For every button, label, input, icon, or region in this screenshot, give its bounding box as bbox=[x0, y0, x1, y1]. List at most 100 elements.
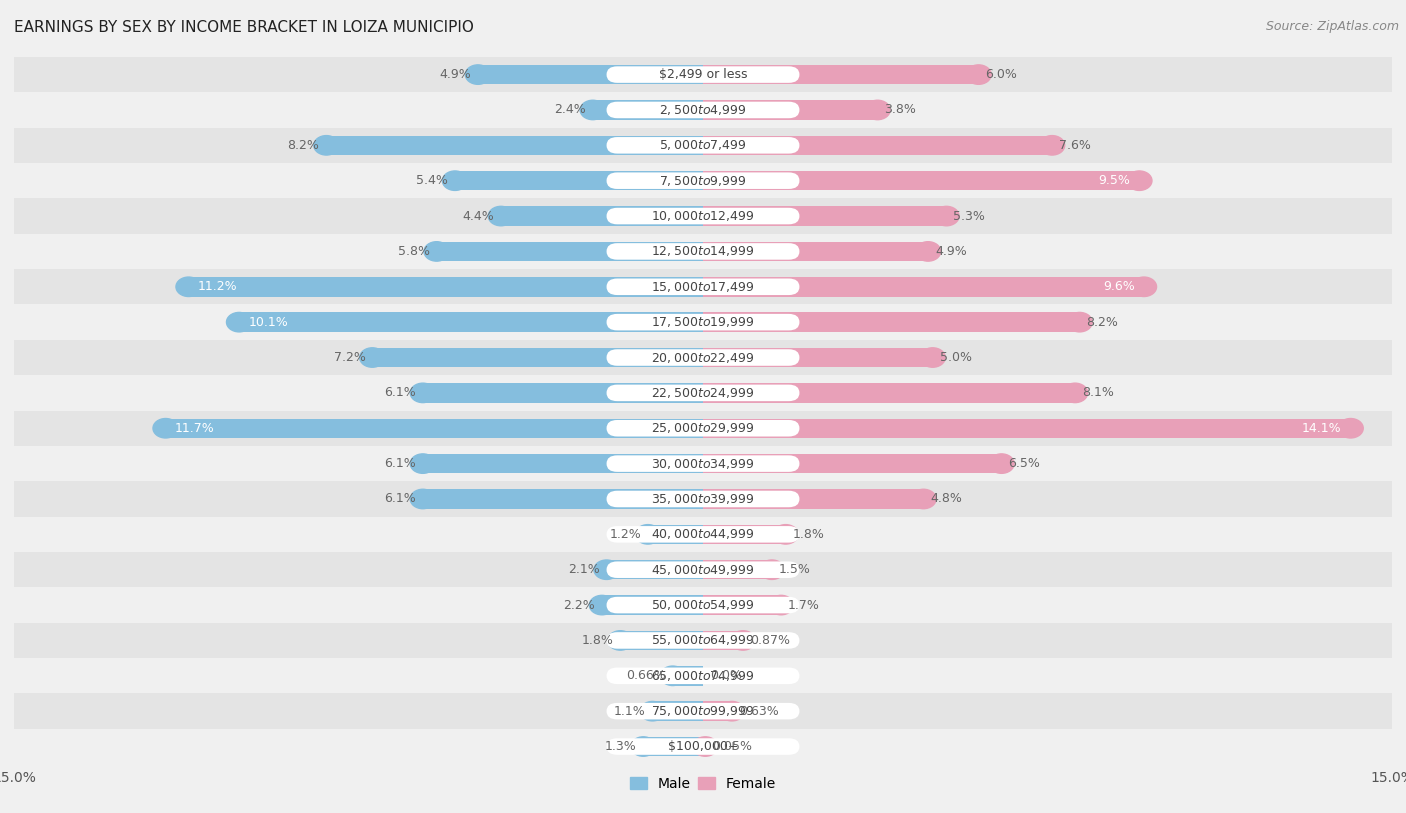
Bar bbox=[703, 737, 706, 756]
Bar bbox=[703, 454, 1001, 473]
Circle shape bbox=[915, 241, 941, 261]
Circle shape bbox=[1132, 277, 1157, 297]
Bar bbox=[188, 277, 703, 297]
Bar bbox=[14, 92, 1392, 128]
Text: 6.1%: 6.1% bbox=[384, 386, 416, 399]
Bar bbox=[326, 136, 703, 155]
FancyBboxPatch shape bbox=[606, 172, 800, 189]
Circle shape bbox=[769, 595, 794, 615]
Text: 14.1%: 14.1% bbox=[1302, 422, 1341, 435]
FancyBboxPatch shape bbox=[606, 597, 800, 613]
Bar bbox=[644, 737, 703, 756]
Text: 1.1%: 1.1% bbox=[614, 705, 645, 718]
Bar bbox=[14, 340, 1392, 375]
Text: 1.2%: 1.2% bbox=[609, 528, 641, 541]
Text: 1.8%: 1.8% bbox=[793, 528, 824, 541]
Bar bbox=[652, 702, 703, 721]
Text: 8.2%: 8.2% bbox=[288, 139, 319, 152]
FancyBboxPatch shape bbox=[606, 102, 800, 118]
Circle shape bbox=[773, 524, 799, 544]
Circle shape bbox=[226, 312, 252, 332]
Text: 8.1%: 8.1% bbox=[1083, 386, 1114, 399]
Text: 0.66%: 0.66% bbox=[626, 669, 666, 682]
Bar bbox=[14, 304, 1392, 340]
Bar bbox=[14, 729, 1392, 764]
FancyBboxPatch shape bbox=[606, 455, 800, 472]
Bar bbox=[703, 419, 1351, 438]
FancyBboxPatch shape bbox=[606, 667, 800, 684]
Bar bbox=[437, 241, 703, 261]
Bar bbox=[703, 348, 932, 367]
Circle shape bbox=[1339, 419, 1364, 438]
Text: $5,000 to $7,499: $5,000 to $7,499 bbox=[659, 138, 747, 152]
Bar bbox=[593, 100, 703, 120]
Bar bbox=[703, 277, 1144, 297]
Circle shape bbox=[465, 65, 491, 85]
Circle shape bbox=[411, 383, 436, 402]
Bar bbox=[606, 560, 703, 580]
Bar bbox=[602, 595, 703, 615]
Circle shape bbox=[636, 524, 661, 544]
Bar bbox=[423, 454, 703, 473]
Text: 0.87%: 0.87% bbox=[749, 634, 790, 647]
FancyBboxPatch shape bbox=[606, 420, 800, 437]
Bar bbox=[14, 411, 1392, 446]
Circle shape bbox=[425, 241, 450, 261]
Bar bbox=[14, 587, 1392, 623]
Circle shape bbox=[593, 560, 619, 580]
Circle shape bbox=[360, 348, 385, 367]
Text: 7.2%: 7.2% bbox=[333, 351, 366, 364]
Text: $25,000 to $29,999: $25,000 to $29,999 bbox=[651, 421, 755, 435]
Bar bbox=[703, 560, 772, 580]
Circle shape bbox=[443, 171, 468, 190]
Bar bbox=[703, 595, 782, 615]
Text: 2.4%: 2.4% bbox=[554, 103, 586, 116]
Bar bbox=[478, 65, 703, 85]
Circle shape bbox=[640, 702, 665, 721]
Circle shape bbox=[411, 454, 436, 473]
Circle shape bbox=[411, 489, 436, 509]
Bar bbox=[14, 163, 1392, 198]
Bar bbox=[14, 128, 1392, 163]
Text: 5.8%: 5.8% bbox=[398, 245, 430, 258]
Text: $2,500 to $4,999: $2,500 to $4,999 bbox=[659, 103, 747, 117]
Text: 6.1%: 6.1% bbox=[384, 493, 416, 506]
FancyBboxPatch shape bbox=[606, 67, 800, 83]
Text: 1.7%: 1.7% bbox=[787, 598, 820, 611]
Text: 5.0%: 5.0% bbox=[939, 351, 972, 364]
Bar bbox=[14, 659, 1392, 693]
Circle shape bbox=[607, 631, 633, 650]
Bar bbox=[703, 171, 1139, 190]
Text: $20,000 to $22,499: $20,000 to $22,499 bbox=[651, 350, 755, 364]
Text: 0.05%: 0.05% bbox=[713, 740, 752, 753]
Bar bbox=[166, 419, 703, 438]
Bar bbox=[14, 623, 1392, 659]
FancyBboxPatch shape bbox=[606, 703, 800, 720]
Circle shape bbox=[581, 100, 606, 120]
Circle shape bbox=[693, 737, 718, 756]
Bar bbox=[14, 233, 1392, 269]
Text: 6.1%: 6.1% bbox=[384, 457, 416, 470]
Circle shape bbox=[176, 277, 201, 297]
Bar bbox=[703, 524, 786, 544]
Text: 0.0%: 0.0% bbox=[710, 669, 742, 682]
Text: 7.6%: 7.6% bbox=[1059, 139, 1091, 152]
Text: $55,000 to $64,999: $55,000 to $64,999 bbox=[651, 633, 755, 647]
Text: 5.3%: 5.3% bbox=[953, 210, 986, 223]
Circle shape bbox=[865, 100, 890, 120]
Bar bbox=[703, 65, 979, 85]
FancyBboxPatch shape bbox=[606, 738, 800, 754]
Circle shape bbox=[589, 595, 614, 615]
FancyBboxPatch shape bbox=[606, 279, 800, 295]
Bar bbox=[703, 136, 1052, 155]
Text: 1.5%: 1.5% bbox=[779, 563, 811, 576]
Text: $12,500 to $14,999: $12,500 to $14,999 bbox=[651, 245, 755, 259]
Circle shape bbox=[1063, 383, 1088, 402]
FancyBboxPatch shape bbox=[606, 243, 800, 259]
Text: $100,000+: $100,000+ bbox=[668, 740, 738, 753]
Circle shape bbox=[631, 737, 657, 756]
Text: $10,000 to $12,499: $10,000 to $12,499 bbox=[651, 209, 755, 223]
Text: 11.7%: 11.7% bbox=[174, 422, 215, 435]
Text: 4.9%: 4.9% bbox=[935, 245, 967, 258]
Bar bbox=[703, 702, 733, 721]
